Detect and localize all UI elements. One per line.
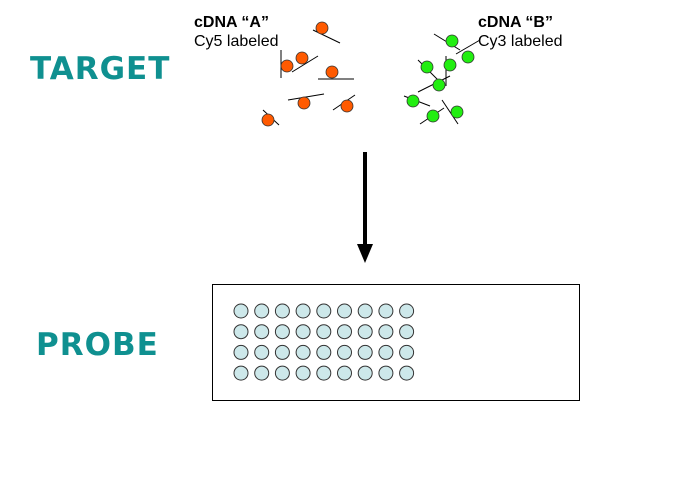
- probe-spot: [357, 344, 373, 360]
- probe-spot: [316, 365, 332, 381]
- cy5-molecule: [332, 94, 356, 113]
- probe-spot: [274, 344, 290, 360]
- probe-spot: [337, 344, 352, 360]
- probe-spot: [274, 365, 290, 381]
- probe-spot: [233, 344, 249, 360]
- cy5-molecule: [312, 21, 341, 44]
- probe-spot: [378, 303, 394, 319]
- probe-spot: [399, 365, 415, 381]
- probe-spot: [254, 365, 270, 381]
- cdna-b-dye: Cy3 labeled: [478, 33, 563, 50]
- cy5-molecule: [280, 50, 294, 78]
- cdna-b-caption: cDNA “B” Cy3 labeled: [478, 13, 563, 51]
- probe-spot: [357, 324, 373, 340]
- probe-spot: [274, 324, 290, 340]
- cy3-molecule: [419, 107, 445, 125]
- probe-spot: [337, 365, 352, 381]
- probe-spot: [357, 303, 373, 319]
- probe-spot: [233, 324, 249, 340]
- cy3-molecule: [441, 99, 464, 125]
- probe-spot: [254, 344, 270, 360]
- cy5-molecule: [261, 109, 280, 127]
- probe-spot: [254, 324, 270, 340]
- down-arrow: [357, 152, 373, 263]
- probe-spot: [316, 324, 332, 340]
- probe-spot: [295, 365, 311, 381]
- probe-spot-grid: [233, 303, 415, 381]
- cy5-molecule: [318, 65, 354, 80]
- cdna-a-title: cDNA “A”: [194, 14, 269, 31]
- probe-spot: [295, 344, 311, 360]
- cdna-a-caption: cDNA “A” Cy5 labeled: [194, 13, 279, 51]
- probe-spot: [378, 344, 394, 360]
- probe-spot: [399, 344, 415, 360]
- probe-label: PROBE: [36, 327, 159, 363]
- cy3-molecule: [417, 59, 439, 81]
- probe-spot: [399, 303, 415, 319]
- probe-spot: [337, 324, 352, 340]
- probe-spot: [295, 303, 311, 319]
- cy5-molecules: [261, 21, 356, 127]
- cy3-molecule: [443, 56, 457, 86]
- probe-spot: [399, 324, 415, 340]
- probe-spot: [295, 324, 311, 340]
- probe-spot: [316, 303, 332, 319]
- cdna-a-dye: Cy5 labeled: [194, 33, 279, 50]
- probe-spot: [378, 365, 394, 381]
- probe-spot: [378, 324, 394, 340]
- cy5-molecule: [287, 93, 325, 110]
- probe-spot: [316, 344, 332, 360]
- probe-spot: [274, 303, 290, 319]
- probe-spot: [233, 365, 249, 381]
- cdna-b-title: cDNA “B”: [478, 14, 553, 31]
- probe-spot: [357, 365, 373, 381]
- cy3-molecule: [455, 39, 481, 64]
- probe-spot: [233, 303, 249, 319]
- probe-spot: [337, 303, 352, 319]
- probe-spot: [254, 303, 270, 319]
- cy3-molecule: [417, 75, 451, 93]
- cy3-molecule: [433, 33, 461, 51]
- cy3-molecules: [403, 33, 481, 125]
- probe-slide: [212, 284, 580, 401]
- target-label: TARGET: [30, 51, 171, 87]
- cy3-molecule: [403, 94, 431, 108]
- cy5-molecule: [291, 51, 319, 73]
